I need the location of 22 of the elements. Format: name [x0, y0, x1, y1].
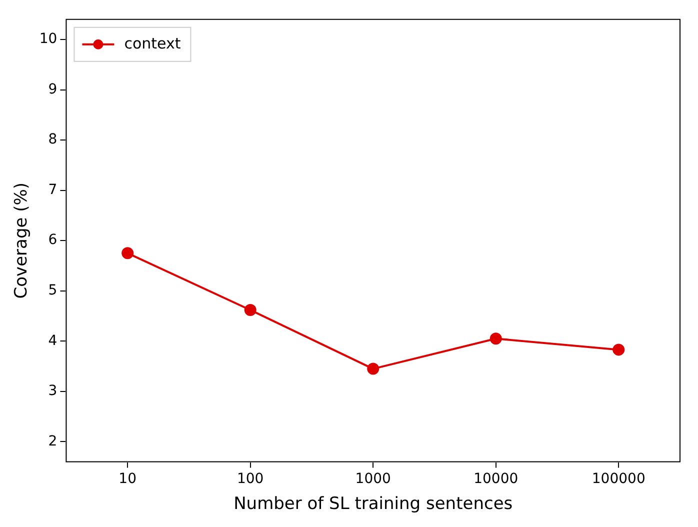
x-tick-label: 1000 [355, 470, 391, 487]
x-axis-title: Number of SL training sentences [234, 494, 513, 514]
y-tick-label: 4 [48, 332, 58, 349]
legend-label: context [124, 34, 181, 52]
y-tick-label: 2 [48, 433, 58, 450]
y-tick-label: 5 [48, 282, 58, 299]
y-tick-label: 3 [48, 383, 58, 400]
y-tick-label: 7 [48, 182, 58, 198]
y-tick-label: 10 [39, 31, 58, 48]
x-tick-label: 10000 [474, 470, 518, 487]
x-tick-label: 100 [236, 470, 264, 487]
y-tick-label: 6 [48, 232, 58, 248]
x-tick-label: 100000 [592, 470, 646, 487]
y-tick-label: 8 [48, 132, 58, 148]
point [490, 332, 502, 345]
point [244, 304, 256, 316]
point [612, 344, 625, 356]
x-tick-label: 10 [118, 470, 137, 487]
point [367, 362, 380, 375]
point [122, 247, 134, 260]
y-axis-title: Coverage (%) [12, 182, 32, 299]
y-tick-label: 9 [48, 81, 58, 98]
